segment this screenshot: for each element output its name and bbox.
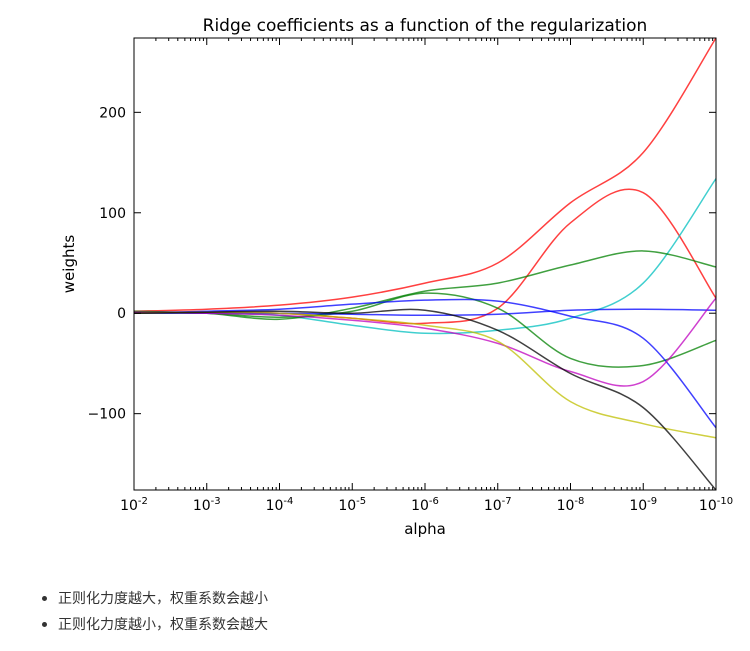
y-tick-label: 0 [117,306,126,322]
chart-title: Ridge coefficients as a function of the … [203,16,648,36]
list-item: 正则化力度越小，权重系数会越大 [40,614,268,640]
y-tick-label: 200 [99,105,126,121]
x-tick-label: 10-4 [266,496,294,514]
note-text: 正则化力度越小，权重系数会越大 [58,617,268,633]
series-layer [133,37,717,491]
x-tick-label: 10-5 [338,496,366,514]
series-line-black [133,308,717,491]
note-text: 正则化力度越大，权重系数会越小 [58,591,268,607]
series-line-green-2 [133,292,717,368]
y-axis-label: weights [60,235,78,294]
x-tick-label: 10-6 [411,496,439,514]
bullet-icon [42,596,47,601]
chart-svg: Ridge coefficients as a function of the … [60,16,733,538]
x-axis-label: alpha [404,520,446,538]
series-line-blue [133,298,717,429]
x-tick-label: 10-2 [120,496,148,514]
notes-list: 正则化力度越大，权重系数会越小 正则化力度越小，权重系数会越大 [40,588,268,640]
series-line-magenta [133,297,717,387]
ticks-layer: 10-2 10-3 10-4 10-5 10-6 10-7 10-8 10-9 10-10 200… [88,38,733,514]
series-line-yellow [133,311,717,439]
chart: Ridge coefficients as a function of the … [60,16,733,538]
x-tick-label: 10-8 [557,496,585,514]
y-tick-label: −100 [88,407,126,423]
bullet-icon [42,622,47,627]
x-tick-label: 10-9 [629,496,657,514]
x-tick-label: 10-7 [484,496,512,514]
y-tick-label: 100 [99,206,126,222]
list-item: 正则化力度越大，权重系数会越小 [40,588,268,614]
series-line-red [133,37,717,312]
plot-frame [133,37,717,491]
x-tick-label: 10-3 [193,496,221,514]
series-line-red-2 [133,188,717,325]
x-tick-label: 10-10 [699,496,733,514]
